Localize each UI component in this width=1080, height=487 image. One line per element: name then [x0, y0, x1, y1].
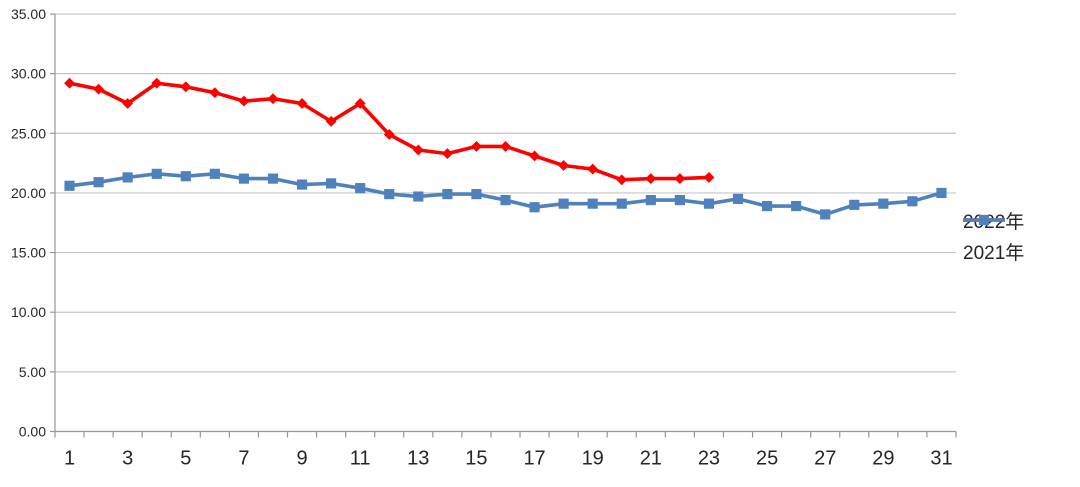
data-point-square: [907, 196, 918, 207]
legend-label-2021: 2021年: [963, 243, 1025, 264]
data-point-square: [820, 209, 831, 220]
data-point-diamond: [238, 95, 250, 107]
x-axis-tick-label: 25: [756, 448, 778, 470]
data-point-square: [674, 195, 685, 206]
y-axis-tick-label: 15.00: [11, 245, 46, 261]
data-point-diamond: [470, 140, 482, 152]
data-point-square: [878, 198, 889, 209]
data-point-square: [558, 198, 569, 209]
x-axis-tick-label: 17: [523, 448, 545, 470]
data-point-diamond: [354, 98, 366, 109]
data-point-diamond: [122, 98, 134, 109]
legend-label-2022: 2022年: [963, 212, 1025, 233]
data-point-square: [413, 191, 424, 202]
data-point-square: [936, 187, 947, 199]
series-line-2021: [67, 172, 944, 217]
data-point-square: [761, 200, 773, 212]
data-point-square: [442, 189, 453, 200]
data-point-diamond: [296, 98, 308, 109]
data-point-square: [267, 173, 279, 184]
data-point-diamond: [703, 171, 715, 183]
x-axis-tick-label: 9: [296, 448, 307, 470]
data-point-square: [296, 179, 308, 190]
data-point-diamond: [325, 115, 337, 127]
y-axis-tick-label: 30.00: [11, 66, 46, 82]
x-axis-tick-label: 1: [64, 448, 75, 470]
data-point-diamond: [500, 140, 511, 152]
data-point-diamond: [645, 173, 657, 185]
data-point-square: [238, 173, 250, 184]
data-point-square: [500, 195, 511, 206]
data-point-square: [151, 168, 162, 179]
x-axis-tick-label: 7: [238, 448, 249, 470]
data-point-square: [326, 178, 337, 189]
y-axis-tick-label: 5.00: [19, 364, 46, 380]
y-axis-tick-label: 35.00: [11, 6, 46, 22]
x-axis-tick-label: 11: [350, 448, 371, 470]
x-axis-tick-label: 5: [180, 448, 191, 470]
data-point-square: [732, 193, 744, 204]
y-axis-tick-label: 0.00: [19, 424, 46, 440]
data-point-square: [471, 189, 482, 200]
data-point-square: [849, 199, 860, 210]
legend-item-2021: 2021年: [963, 214, 1025, 265]
data-point-diamond: [529, 150, 541, 162]
data-point-square: [978, 214, 990, 226]
data-point-square: [587, 198, 598, 209]
x-axis-tick-label: 27: [814, 448, 836, 470]
data-point-diamond: [180, 81, 192, 93]
data-point-square: [93, 177, 104, 188]
data-point-diamond: [674, 173, 686, 185]
x-axis-tick-label: 31: [930, 448, 952, 470]
data-point-diamond: [383, 129, 395, 140]
data-point-diamond: [64, 77, 75, 89]
data-point-diamond: [587, 163, 599, 175]
data-point-diamond: [209, 87, 221, 99]
data-point-square: [180, 171, 191, 182]
data-point-square: [122, 172, 133, 183]
x-axis-tick-label: 15: [465, 448, 487, 470]
data-point-diamond: [616, 174, 628, 186]
x-axis-tick-label: 29: [872, 448, 894, 470]
data-point-diamond: [441, 148, 453, 160]
data-point-diamond: [267, 93, 279, 105]
data-point-square: [703, 198, 715, 209]
series-2021: [64, 168, 947, 220]
legend: 2022年 2021年: [963, 212, 1024, 265]
data-point-square: [529, 202, 540, 213]
x-axis-tick-label: 19: [582, 448, 604, 470]
data-point-square: [645, 195, 656, 206]
x-axis-tick-label: 3: [122, 448, 133, 470]
data-point-square: [64, 180, 75, 191]
y-axis-tick-label: 20.00: [11, 185, 46, 201]
x-axis-tick-label: 21: [640, 448, 662, 470]
y-axis-tick-label: 10.00: [11, 304, 46, 320]
data-point-square: [791, 200, 802, 212]
data-point-square: [209, 168, 220, 179]
data-point-square: [355, 183, 366, 194]
y-axis-tick-label: 25.00: [11, 125, 46, 141]
data-point-diamond: [558, 160, 570, 171]
x-axis-tick-label: 23: [698, 448, 720, 470]
data-point-diamond: [93, 83, 105, 95]
legend-swatch-2021-square-icon: [963, 214, 1005, 226]
data-point-diamond: [412, 144, 424, 156]
data-point-square: [384, 189, 395, 200]
data-point-square: [616, 198, 627, 209]
x-axis-tick-label: 13: [407, 448, 429, 470]
